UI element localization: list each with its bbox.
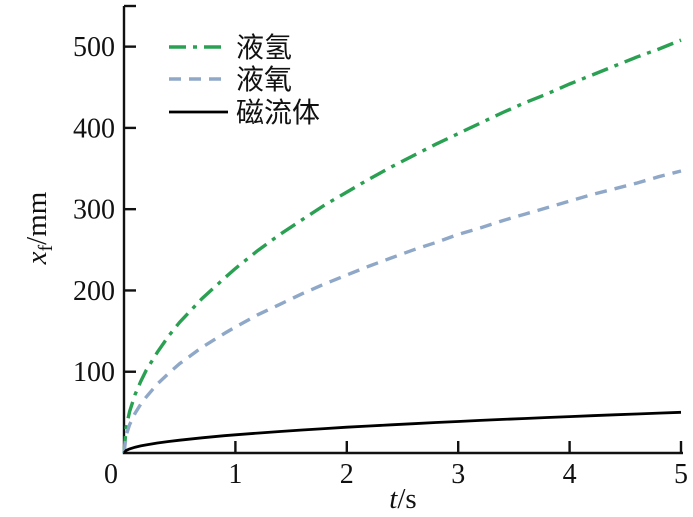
y-axis-label: xf/mm [21, 191, 57, 265]
x-tick-label: 1 [228, 459, 242, 490]
y-tick-label: 500 [73, 32, 115, 63]
x-axis-label: t/s [389, 483, 416, 515]
series-line-liquid-oxygen [122, 169, 682, 454]
y-tick-label: 400 [73, 113, 115, 144]
legend-label-liquid-oxygen: 液氧 [236, 64, 292, 96]
series-line-ferrofluid [122, 410, 682, 454]
legend-item-liquid-hydrogen: 液氢 [169, 32, 292, 64]
x-tick-label: 2 [340, 459, 354, 490]
y-tick-label: 200 [73, 276, 115, 307]
x-tick-label: 0 [104, 459, 118, 490]
x-tick-label: 3 [451, 459, 465, 490]
legend-item-liquid-oxygen: 液氧 [169, 64, 292, 96]
legend-label-liquid-hydrogen: 液氢 [236, 32, 292, 64]
x-tick-label: 5 [674, 459, 688, 490]
x-tick-label: 4 [563, 459, 577, 490]
legend-item-ferrofluid: 磁流体 [169, 97, 320, 129]
y-tick-label: 100 [73, 357, 115, 388]
y-tick-label: 300 [73, 195, 115, 226]
legend-label-ferrofluid: 磁流体 [236, 97, 320, 129]
series-line-liquid-hydrogen [122, 38, 682, 454]
